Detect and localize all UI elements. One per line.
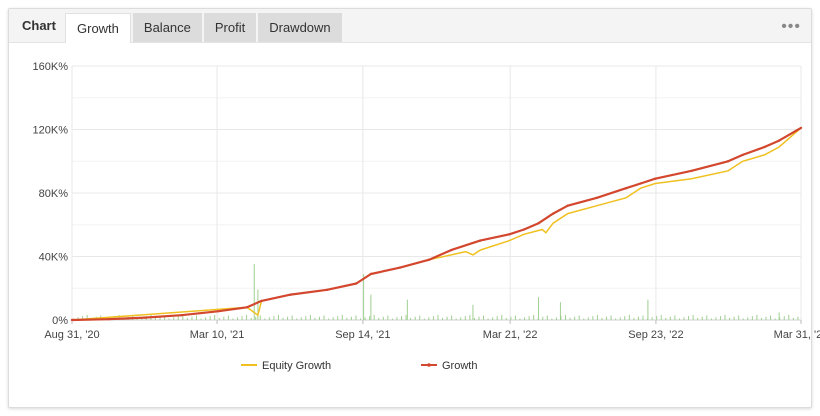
growth-point xyxy=(428,258,431,261)
tab-growth[interactable]: Growth xyxy=(65,13,131,43)
growth-point xyxy=(355,282,358,285)
growth-point xyxy=(551,212,555,215)
growth-point xyxy=(595,196,599,199)
chart-tabbar: Chart Growth Balance Profit Drawdown ••• xyxy=(9,9,811,43)
y-tick-label: 0% xyxy=(52,315,68,327)
growth-point xyxy=(70,318,74,322)
tab-profit[interactable]: Profit xyxy=(203,13,257,42)
growth-point xyxy=(690,169,693,172)
x-tick-label: Mar 31, '23 xyxy=(774,329,820,341)
y-axis: 0% 40K% 80K% 120K% 160K% xyxy=(33,61,69,327)
y-tick-label: 120K% xyxy=(33,125,69,137)
growth-point xyxy=(777,139,781,142)
legend-growth-marker xyxy=(427,363,431,367)
growth-point xyxy=(107,318,110,321)
chart-grid xyxy=(71,65,802,324)
growth-line xyxy=(71,126,802,322)
chart-panel: Chart Growth Balance Profit Drawdown ••• xyxy=(8,8,812,408)
x-tick-label: Sep 14, '21 xyxy=(335,329,390,341)
growth-point xyxy=(537,221,540,225)
growth-point xyxy=(180,314,183,317)
y-tick-label: 80K% xyxy=(39,188,69,200)
growth-point xyxy=(639,182,642,185)
dots-menu-icon[interactable]: ••• xyxy=(781,18,801,35)
growth-point xyxy=(624,187,628,190)
growth-point xyxy=(566,204,569,207)
growth-point xyxy=(726,160,730,163)
equity-growth-line xyxy=(71,127,802,321)
growth-point xyxy=(763,145,766,149)
growth-point xyxy=(479,239,482,242)
growth-point xyxy=(143,316,147,319)
tab-balance[interactable]: Balance xyxy=(132,13,202,42)
x-tick-label: Sep 23, '22 xyxy=(628,329,683,341)
growth-point xyxy=(654,177,657,180)
growth-point xyxy=(508,233,511,236)
growth-point xyxy=(260,299,263,303)
volume-bars xyxy=(72,264,799,320)
tab-drawdown[interactable]: Drawdown xyxy=(258,13,342,42)
growth-point xyxy=(289,293,292,296)
growth-point xyxy=(216,310,219,313)
chart-legend: Equity Growth Growth xyxy=(241,360,477,372)
legend-growth-label[interactable]: Growth xyxy=(442,360,477,372)
growth-point xyxy=(245,306,249,309)
legend-equity-label[interactable]: Equity Growth xyxy=(262,360,331,372)
x-tick-label: Aug 31, '20 xyxy=(44,329,99,341)
growth-point xyxy=(398,266,402,269)
y-tick-label: 160K% xyxy=(33,61,69,73)
growth-point xyxy=(741,153,744,157)
chart-series xyxy=(70,126,803,322)
x-tick-label: Mar 21, '22 xyxy=(483,329,538,341)
growth-point xyxy=(369,272,373,276)
chart-tabs: Growth Balance Profit Drawdown xyxy=(65,13,344,43)
growth-point xyxy=(522,228,526,231)
y-tick-label: 40K% xyxy=(39,252,69,264)
x-axis: Aug 31, '20 Mar 10, '21 Sep 14, '21 Mar 21,… xyxy=(44,329,820,341)
growth-point xyxy=(799,126,803,130)
growth-point xyxy=(449,248,453,252)
growth-point xyxy=(325,288,329,292)
x-tick-label: Mar 10, '21 xyxy=(190,329,245,341)
chart-title: Chart xyxy=(22,18,56,33)
